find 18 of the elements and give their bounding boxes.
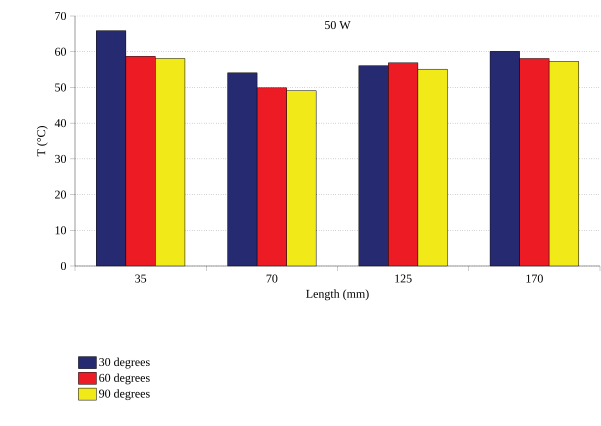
y-tick-label: 50 bbox=[55, 83, 66, 92]
x-tick-label: 125 bbox=[395, 274, 412, 283]
y-tick-label: 0 bbox=[60, 262, 66, 270]
x-tick-label: 70 bbox=[266, 274, 278, 283]
y-tick-label: 40 bbox=[54, 119, 66, 128]
y-tick-label: 30 bbox=[55, 154, 66, 163]
chart-title: 50 W bbox=[325, 21, 351, 30]
y-tick-label: 60 bbox=[55, 48, 66, 56]
y-axis-title: T (°C) bbox=[36, 126, 48, 156]
x-axis-title: Length (mm) bbox=[306, 289, 369, 300]
legend-label: 30 degrees bbox=[99, 358, 150, 369]
x-tick-label: 170 bbox=[526, 274, 543, 283]
y-tick-label: 20 bbox=[55, 190, 66, 199]
x-tick-label: 35 bbox=[135, 274, 146, 283]
y-tick-label: 70 bbox=[55, 12, 66, 20]
y-tick-label: 10 bbox=[56, 226, 66, 234]
legend-label: 60 degrees bbox=[99, 373, 150, 384]
legend-label: 90 degrees bbox=[99, 389, 150, 400]
